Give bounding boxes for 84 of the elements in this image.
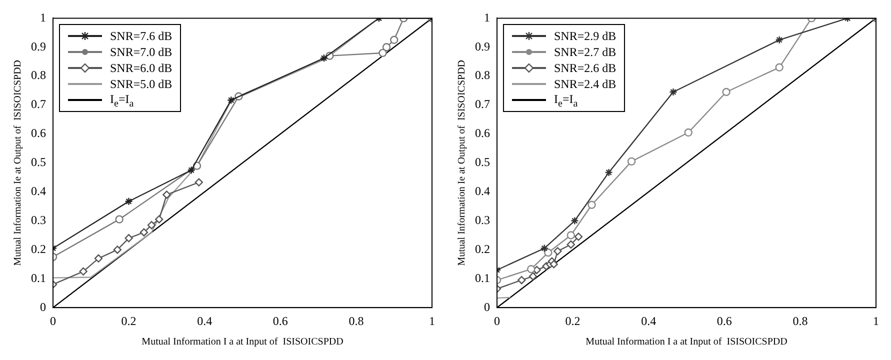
point [140,228,148,236]
point [124,197,133,206]
y-tick-label: 0 [40,300,46,314]
point [550,260,558,268]
x-tick-label: 0.8 [792,314,808,328]
point [669,88,678,96]
y-tick-label: 0.2 [475,242,490,256]
point [147,221,156,230]
y-tick-label: 0 [484,300,490,314]
y-tick-label: 1 [40,10,46,24]
point [574,232,583,241]
y-tick-label: 0.7 [475,97,490,112]
y-tick-label: 0.7 [31,97,46,112]
point [570,216,579,225]
point [566,240,576,249]
point [554,247,562,256]
legend-label: I$_{e}$=I$_{a}$ [110,92,134,109]
y-tick-label: 0.9 [31,39,46,54]
point [113,246,122,254]
x-tick-label: 0.8 [348,314,364,328]
point [79,267,88,276]
y-tick-label: 0.3 [31,212,46,227]
point [528,272,538,280]
x-tick-label: 0.2 [565,314,580,328]
legend-label: I$_{e}$=I$_{a}$ [554,92,578,109]
point [155,215,164,224]
legend-label: SNR=7.6 dB [110,28,172,44]
legend-label: SNR=2.4 dB [554,76,616,92]
point [194,178,204,186]
x-axis-title: Mutual Information I a at Input of ISISOICSPDD [142,336,344,348]
point [627,157,636,166]
point [775,63,784,72]
y-tick-label: 0.1 [31,270,46,285]
point [540,244,548,252]
point [124,234,133,242]
point [588,200,596,209]
legend-label: SNR=7.0 dB [110,44,172,60]
point [382,43,391,52]
y-axis-title: Mutual Information Ie at Output of ISISOICSPDD [456,60,468,266]
point [722,88,730,96]
x-tick-label: 1 [429,314,435,328]
y-tick-label: 0.5 [31,155,46,170]
point [378,48,387,58]
y-tick-label: 0.3 [475,212,490,227]
point [187,166,196,174]
y-tick-label: 1 [484,10,490,24]
y-tick-label: 0.4 [31,184,46,198]
point [775,36,784,44]
point [527,265,536,274]
point [518,276,526,284]
legend-label: SNR=5.0 dB [110,76,172,92]
point [227,96,236,104]
x-tick-label: 0.6 [272,314,288,328]
legend-label: SNR=2.9 dB [554,28,616,44]
y-tick-label: 0.4 [475,184,490,198]
y-tick-label: 0.9 [475,39,490,54]
y-tick-label: 0.2 [31,242,46,256]
x-axis-title: Mutual Information I a at Input of ISISOICSPDD [586,336,788,348]
y-tick-label: 0.5 [475,155,490,170]
point [604,168,613,177]
legend-label: SNR=2.6 dB [554,60,616,76]
y-axis-title: Mutual Information Ie at Output of ISISOICSPDD [12,60,24,266]
legend-label: SNR=2.7 dB [554,44,616,60]
x-tick-label: 0.2 [121,314,136,328]
y-tick-label: 0.8 [31,68,46,82]
x-tick-label: 0 [494,314,500,328]
x-tick-label: 0 [50,314,56,328]
point [320,54,328,62]
point [544,248,552,257]
point [566,231,576,240]
x-tick-label: 0.6 [716,314,732,328]
point [162,190,171,199]
point [390,36,398,44]
legend-label: SNR=6.0 dB [110,60,172,76]
y-tick-label: 0.6 [31,126,46,140]
point [115,215,124,224]
y-tick-label: 0.8 [475,68,490,82]
point [684,128,692,137]
y-tick-label: 0.1 [475,270,490,285]
point [94,254,103,262]
x-tick-label: 1 [873,314,879,328]
y-tick-label: 0.6 [475,126,490,140]
x-tick-label: 0.4 [197,314,212,328]
x-tick-label: 0.4 [641,314,656,328]
